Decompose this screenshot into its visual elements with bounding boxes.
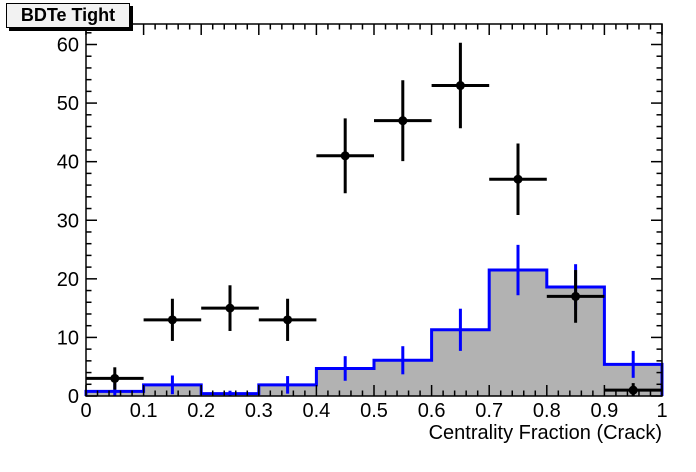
x-tick-label: 0.4 [302,400,330,422]
plot-title-box: BDTe Tight [6,3,130,28]
y-tick-label: 50 [57,93,79,115]
data-marker [398,116,408,126]
y-tick-label: 10 [57,327,79,349]
x-axis-title: Centrality Fraction (Crack) [428,422,662,444]
y-tick-label: 30 [57,210,79,232]
data-marker [340,151,350,161]
data-marker [513,174,523,184]
x-tick-label: 0.6 [418,400,446,422]
x-tick-label: 1 [656,400,667,422]
data-marker [455,81,465,91]
mc-histogram-fill [86,270,662,396]
plot-frame [85,23,663,397]
plot-title: BDTe Tight [20,5,116,25]
data-marker [283,315,293,325]
data-marker [628,385,638,395]
x-tick-label: 0.5 [360,400,388,422]
y-tick-label: 40 [57,152,79,174]
data-marker [225,303,235,313]
y-tick-label: 0 [68,386,79,408]
x-tick-label: 0.1 [130,400,158,422]
data-marker [571,291,581,301]
x-tick-label: 0.8 [533,400,561,422]
x-tick-label: 0 [80,400,91,422]
x-tick-label: 0.7 [475,400,503,422]
data-marker [110,373,120,383]
x-tick-label: 0.2 [187,400,215,422]
x-tick-label: 0.3 [245,400,273,422]
y-tick-label: 60 [57,35,79,57]
y-tick-label: 20 [57,269,79,291]
data-marker [167,315,177,325]
x-tick-label: 0.9 [590,400,618,422]
